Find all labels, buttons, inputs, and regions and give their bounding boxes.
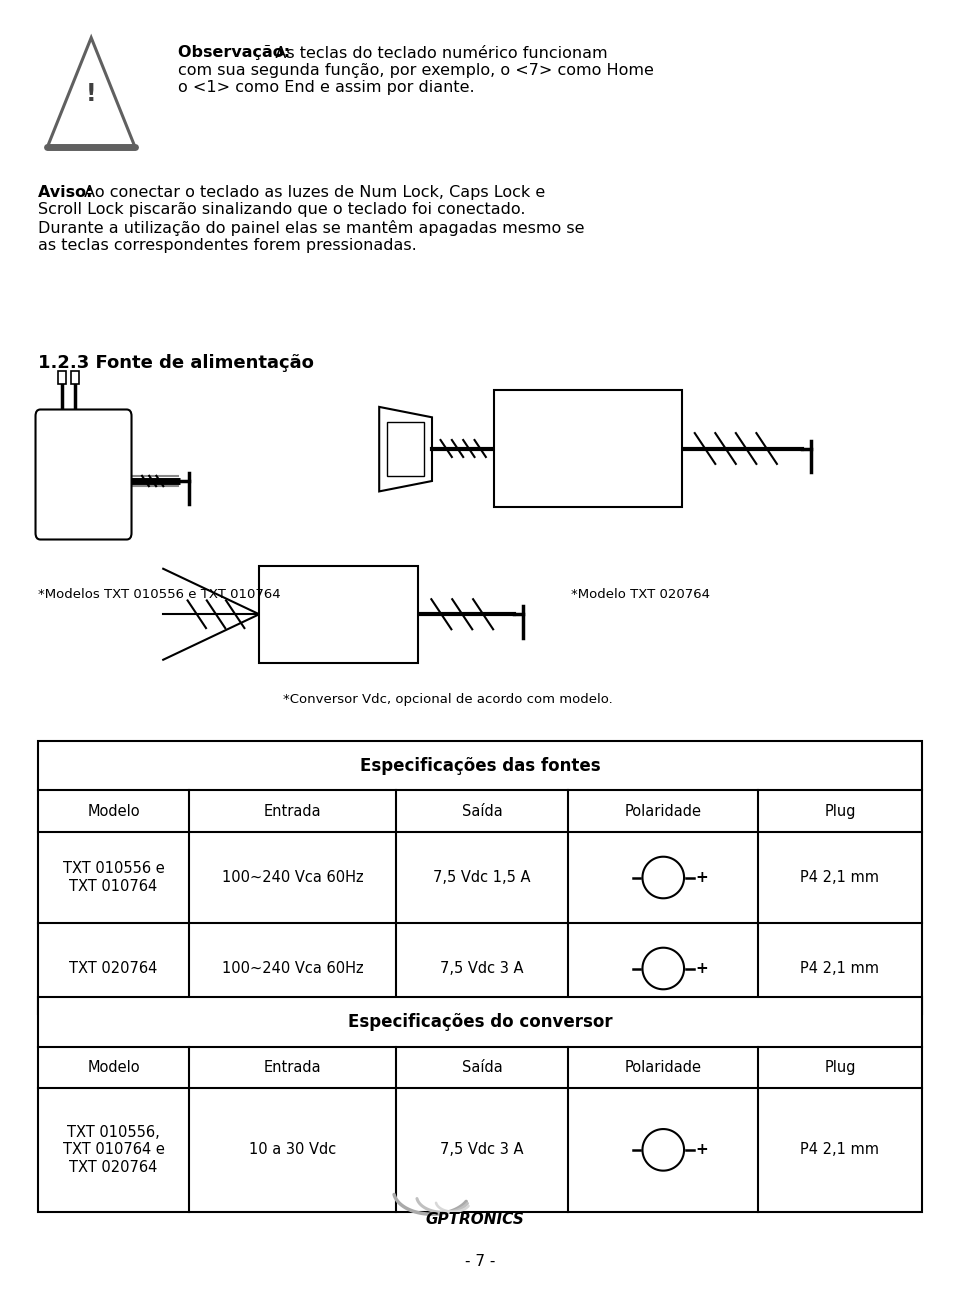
FancyBboxPatch shape [494, 390, 682, 507]
Text: +: + [695, 1143, 708, 1157]
Text: Especificações do conversor: Especificações do conversor [348, 1013, 612, 1031]
Text: Modelo: Modelo [87, 1060, 140, 1075]
Text: 7,5 Vdc 3 A: 7,5 Vdc 3 A [441, 961, 524, 976]
Bar [38, 997, 922, 1212]
Text: *Conversor Vdc, opcional de acordo com modelo.: *Conversor Vdc, opcional de acordo com m… [283, 693, 612, 706]
Text: 10 a 30 Vdc: 10 a 30 Vdc [249, 1143, 336, 1157]
Polygon shape [659, 1145, 668, 1154]
Text: GPTRONICS: GPTRONICS [426, 1212, 524, 1227]
Text: Polaridade: Polaridade [625, 1060, 702, 1075]
Polygon shape [659, 963, 668, 974]
Text: As teclas do teclado numérico funcionam
com sua segunda função, por exemplo, o <: As teclas do teclado numérico funcionam … [178, 46, 654, 95]
Text: *Modelos TXT 010556 e TXT 010764: *Modelos TXT 010556 e TXT 010764 [38, 588, 281, 601]
Text: Saída: Saída [462, 803, 503, 819]
Polygon shape [659, 872, 668, 883]
Text: P4 2,1 mm: P4 2,1 mm [801, 961, 879, 976]
Text: TXT 010556,
TXT 010764 e
TXT 020764: TXT 010556, TXT 010764 e TXT 020764 [62, 1124, 164, 1175]
Text: 7,5 Vdc 3 A: 7,5 Vdc 3 A [441, 1143, 524, 1157]
Text: 7,5 Vdc 1,5 A: 7,5 Vdc 1,5 A [434, 870, 531, 885]
FancyBboxPatch shape [387, 422, 424, 476]
Text: +: + [695, 870, 708, 885]
Text: 100~240 Vca 60Hz: 100~240 Vca 60Hz [222, 870, 363, 885]
Text: P4 2,1 mm: P4 2,1 mm [801, 1143, 879, 1157]
Text: - 7 -: - 7 - [465, 1253, 495, 1269]
Text: Polaridade: Polaridade [625, 803, 702, 819]
Text: Saída: Saída [462, 1060, 503, 1075]
Text: Especificações das fontes: Especificações das fontes [360, 757, 600, 775]
Text: Aviso:: Aviso: [38, 185, 99, 200]
FancyBboxPatch shape [259, 566, 418, 663]
Text: +: + [695, 961, 708, 976]
Text: !: ! [85, 82, 97, 105]
Bar [58, 370, 65, 383]
Text: Modelo: Modelo [87, 803, 140, 819]
Bar [71, 370, 79, 383]
Text: Plug: Plug [824, 1060, 855, 1075]
Text: Plug: Plug [824, 803, 855, 819]
Text: Observação:: Observação: [178, 46, 296, 61]
Bar [38, 741, 922, 1014]
Text: Entrada: Entrada [263, 803, 322, 819]
Text: TXT 010556 e
TXT 010764: TXT 010556 e TXT 010764 [62, 862, 164, 893]
Text: 100~240 Vca 60Hz: 100~240 Vca 60Hz [222, 961, 363, 976]
Text: P4 2,1 mm: P4 2,1 mm [801, 870, 879, 885]
Text: 1.2.3 Fonte de alimentação: 1.2.3 Fonte de alimentação [38, 354, 314, 372]
Text: Ao conectar o teclado as luzes de Num Lock, Caps Lock e
Scroll Lock piscarão sin: Ao conectar o teclado as luzes de Num Lo… [38, 185, 585, 254]
FancyBboxPatch shape [36, 410, 132, 540]
Text: Entrada: Entrada [263, 1060, 322, 1075]
Text: *Modelo TXT 020764: *Modelo TXT 020764 [571, 588, 710, 601]
Text: TXT 020764: TXT 020764 [69, 961, 157, 976]
